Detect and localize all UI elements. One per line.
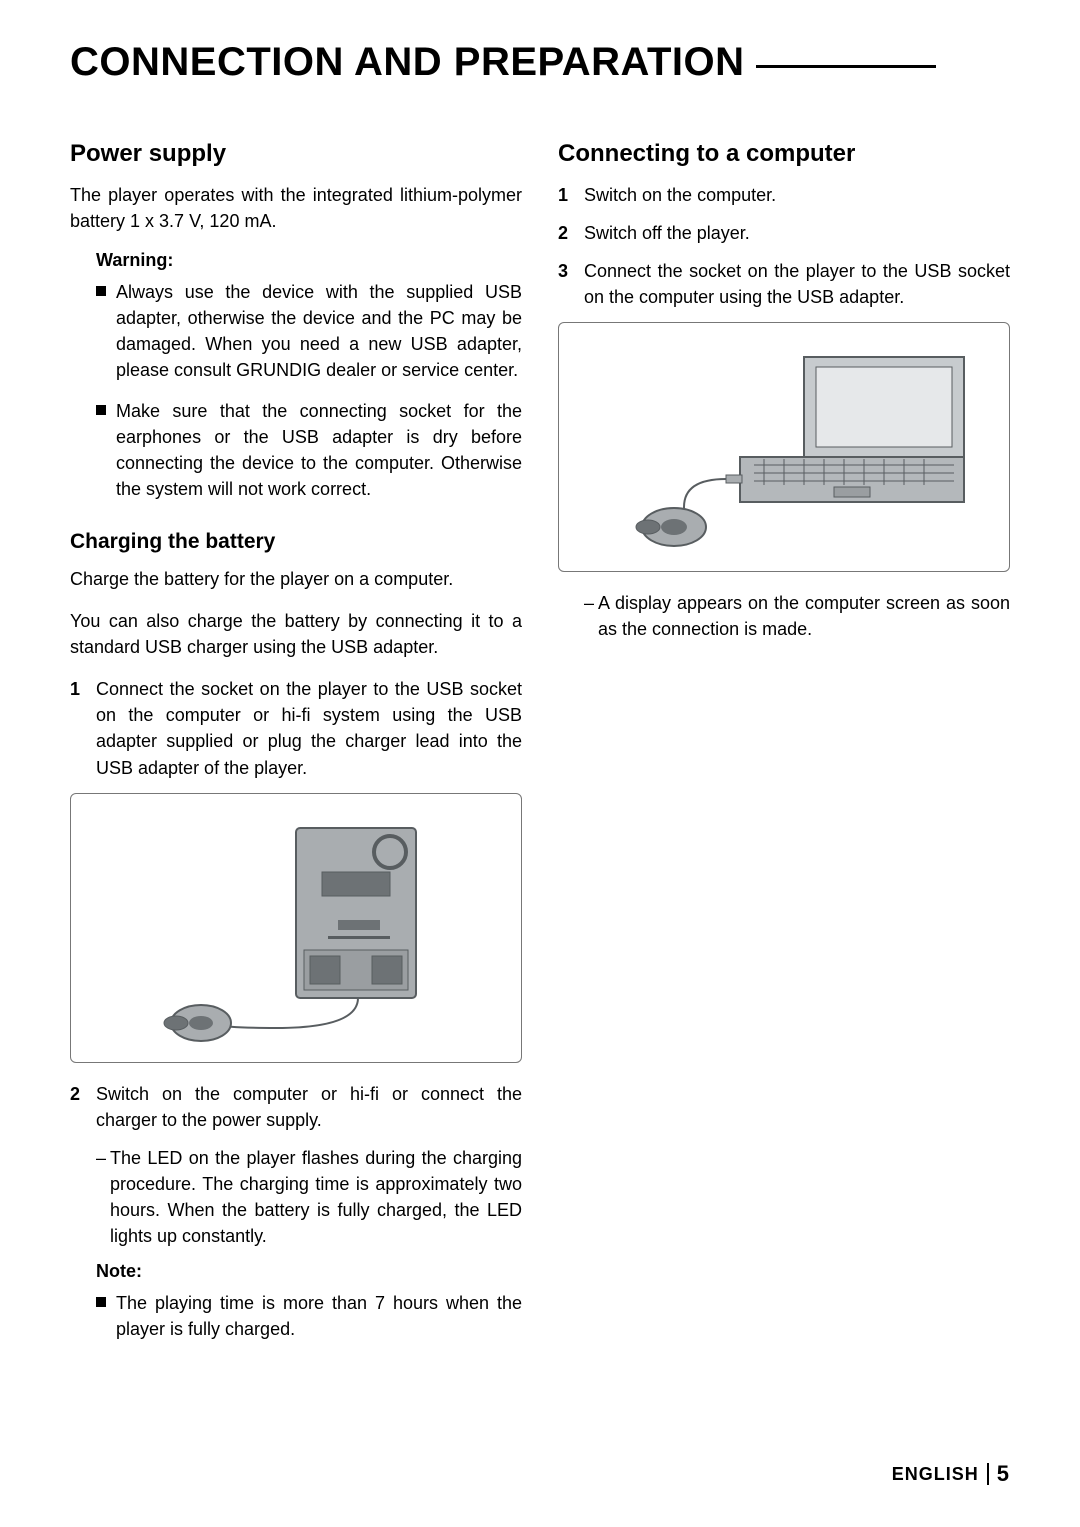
step-text: Switch on the computer. [584, 185, 776, 205]
footer: ENGLISH 5 [892, 1461, 1010, 1487]
figure-hifi-connection [70, 793, 522, 1063]
hifi-svg [86, 798, 506, 1058]
note-item: The playing time is more than 7 hours wh… [96, 1290, 522, 1342]
step-text: Connect the socket on the player to the … [96, 679, 522, 777]
note-heading: Note: [96, 1261, 522, 1282]
note-box: Note: The playing time is more than 7 ho… [70, 1261, 522, 1342]
charge-step-2: 2 Switch on the computer or hi-fi or con… [70, 1081, 522, 1133]
warning-item-1: Always use the device with the supplied … [96, 279, 522, 383]
page-title: CONNECTION AND PREPARATION [70, 40, 1010, 85]
power-supply-text: The player operates with the integrated … [70, 182, 522, 234]
figure-laptop-connection [558, 322, 1010, 572]
connect-step-2: 2 Switch off the player. [558, 220, 1010, 246]
charging-text-2: You can also charge the battery by conne… [70, 608, 522, 660]
charge-step-1: 1 Connect the socket on the player to th… [70, 676, 522, 780]
heading-charging: Charging the battery [70, 530, 522, 554]
footer-page: 5 [997, 1461, 1010, 1487]
charge-result: The LED on the player flashes during the… [70, 1145, 522, 1249]
title-text: CONNECTION AND PREPARATION [70, 40, 744, 85]
connect-step-3: 3 Connect the socket on the player to th… [558, 258, 1010, 310]
warning-heading: Warning: [96, 250, 522, 271]
right-column: Connecting to a computer 1 Switch on the… [558, 140, 1010, 1356]
connect-result: A display appears on the computer screen… [558, 590, 1010, 642]
step-number: 1 [558, 182, 568, 208]
charging-text-1: Charge the battery for the player on a c… [70, 566, 522, 592]
title-rule [756, 65, 936, 68]
step-text: Switch off the player. [584, 223, 750, 243]
columns: Power supply The player operates with th… [70, 140, 1010, 1356]
step-number: 3 [558, 258, 568, 284]
warning-box: Warning: Always use the device with the … [70, 250, 522, 502]
footer-divider [987, 1463, 989, 1485]
step-text: Switch on the computer or hi-fi or conne… [96, 1084, 522, 1130]
step-number: 1 [70, 676, 80, 702]
step-number: 2 [70, 1081, 80, 1107]
warning-item-2: Make sure that the connecting socket for… [96, 398, 522, 502]
laptop-svg [564, 327, 1004, 567]
connect-step-1: 1 Switch on the computer. [558, 182, 1010, 208]
footer-lang: ENGLISH [892, 1464, 979, 1485]
step-text: Connect the socket on the player to the … [584, 261, 1010, 307]
step-number: 2 [558, 220, 568, 246]
heading-power-supply: Power supply [70, 140, 522, 168]
heading-connecting: Connecting to a computer [558, 140, 1010, 168]
left-column: Power supply The player operates with th… [70, 140, 522, 1356]
